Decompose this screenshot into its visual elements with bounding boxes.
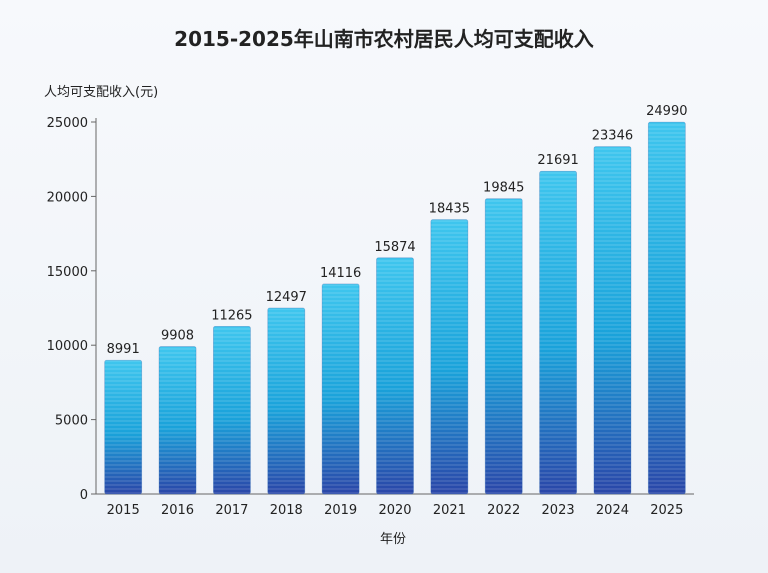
bar-texture <box>322 283 360 494</box>
bar-value-label: 19845 <box>483 181 524 196</box>
bar-texture <box>267 308 305 494</box>
bar-value-label: 21691 <box>537 153 578 168</box>
bar-value-label: 24990 <box>646 104 687 119</box>
bar-value-label: 18435 <box>429 202 470 217</box>
x-tick-label: 2017 <box>215 503 248 518</box>
bar-texture <box>485 198 523 494</box>
bar-texture <box>376 257 414 494</box>
bar-value-label: 8991 <box>107 342 140 357</box>
bar-value-label: 9908 <box>161 329 194 344</box>
x-tick-label: 2024 <box>596 503 629 518</box>
y-tick-label: 15000 <box>47 265 88 280</box>
x-tick-label: 2025 <box>650 503 683 518</box>
y-axis-label: 人均可支配收入(元) <box>44 85 158 100</box>
x-tick-label: 2023 <box>542 503 575 518</box>
bar-value-label: 12497 <box>266 290 307 305</box>
y-tick-label: 20000 <box>47 190 88 205</box>
chart-title: 2015-2025年山南市农村居民人均可支配收入 <box>174 27 594 51</box>
x-tick-label: 2018 <box>270 503 303 518</box>
bar-texture <box>430 219 468 494</box>
y-tick-label: 10000 <box>47 339 88 354</box>
bar-value-label: 11265 <box>211 308 252 323</box>
bar-value-label: 14116 <box>320 266 361 281</box>
x-tick-label: 2019 <box>324 503 357 518</box>
bar-series: 8991 9908 11265 12497 14116 15874 18435 19845 21… <box>104 104 687 495</box>
bar-texture <box>593 146 631 495</box>
bar-texture <box>159 346 197 494</box>
y-axis-ticks: 0 5000 10000 15000 20000 25000 <box>47 116 96 503</box>
x-tick-label: 2021 <box>433 503 466 518</box>
x-tick-label: 2015 <box>107 503 140 518</box>
bar-texture <box>648 122 686 494</box>
y-tick-label: 25000 <box>47 116 88 131</box>
y-tick-label: 0 <box>80 488 88 503</box>
x-axis-label: 年份 <box>380 532 406 547</box>
x-tick-label: 2020 <box>378 503 411 518</box>
bar-value-label: 15874 <box>374 240 415 255</box>
x-tick-label: 2022 <box>487 503 520 518</box>
bar-texture <box>213 326 251 494</box>
bar-texture <box>539 171 577 494</box>
x-axis-ticks: 2015 2016 2017 2018 2019 2020 2021 2022 2023 2024… <box>107 503 684 518</box>
bar-value-label: 23346 <box>592 129 633 144</box>
bar-texture <box>104 360 142 494</box>
y-tick-label: 5000 <box>55 414 88 429</box>
x-tick-label: 2016 <box>161 503 194 518</box>
